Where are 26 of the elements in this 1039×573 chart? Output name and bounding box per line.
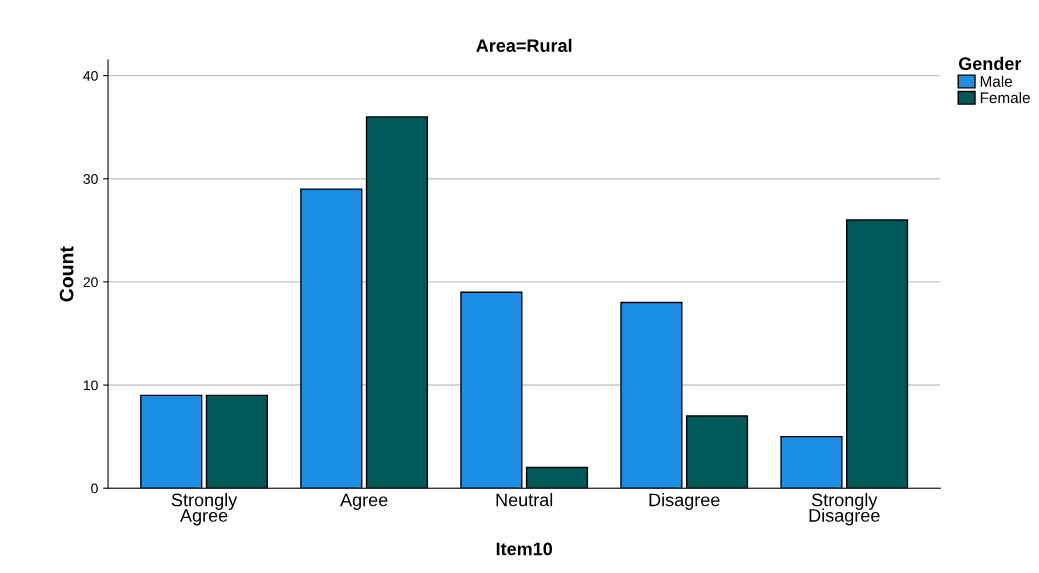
legend-label: Female: [980, 92, 1030, 104]
bar: [780, 435, 843, 489]
x-tick-label: Strongly Agree: [171, 493, 238, 526]
x-tick-label: Neutral: [496, 493, 553, 507]
legend-title: Gender: [958, 56, 1022, 71]
bar: [685, 415, 749, 489]
y-tick-label: 30: [83, 174, 98, 184]
x-tick-label: Disagree: [649, 493, 720, 510]
bar: [845, 219, 909, 489]
bar: [365, 116, 429, 489]
y-axis-title: Count: [59, 246, 74, 302]
y-tick-label: 40: [83, 70, 98, 81]
bar: [300, 188, 363, 489]
bar: [460, 291, 523, 489]
legend-label: Male: [980, 75, 1013, 87]
x-tick-label: Strongly Disagree: [809, 493, 880, 526]
bar: [140, 394, 203, 489]
x-axis-title: Item10: [496, 542, 553, 556]
x-tick-label: Agree: [340, 493, 388, 510]
y-tick-label: 10: [83, 380, 98, 391]
chart-title: Area=Rural: [476, 38, 572, 53]
bar: [525, 466, 589, 489]
bar: [620, 301, 683, 489]
y-tick-label: 20: [83, 277, 98, 288]
y-tick-label: 0: [91, 483, 98, 494]
bar: [205, 394, 268, 489]
